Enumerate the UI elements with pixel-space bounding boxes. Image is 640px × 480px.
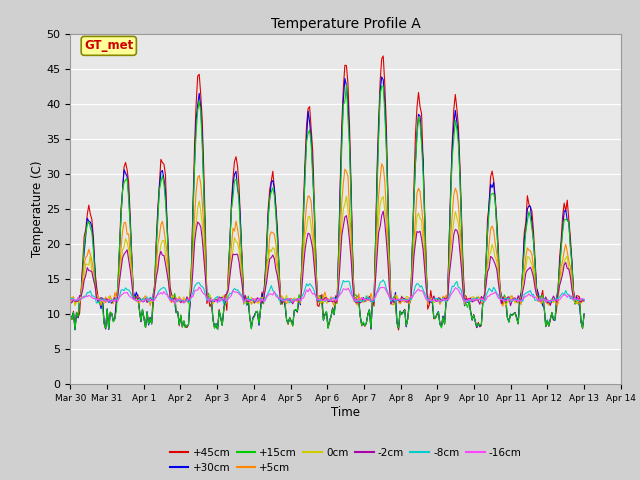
0cm: [220, 293, 228, 299]
+15cm: [221, 301, 229, 307]
-2cm: [494, 279, 502, 285]
-2cm: [355, 298, 362, 304]
+15cm: [496, 283, 504, 289]
+5cm: [494, 262, 502, 267]
-16cm: [496, 296, 504, 302]
+15cm: [490, 191, 497, 196]
+5cm: [580, 297, 588, 302]
+30cm: [490, 180, 497, 185]
-8cm: [490, 284, 497, 290]
+15cm: [342, 82, 350, 88]
-8cm: [380, 277, 387, 283]
+45cm: [395, 327, 403, 333]
+30cm: [378, 74, 385, 80]
-16cm: [67, 297, 74, 303]
+30cm: [580, 311, 588, 317]
Text: GT_met: GT_met: [84, 39, 133, 52]
+45cm: [380, 53, 387, 59]
-16cm: [73, 298, 81, 303]
+30cm: [182, 324, 189, 330]
-8cm: [221, 296, 229, 302]
-2cm: [73, 299, 81, 304]
0cm: [180, 294, 188, 300]
+30cm: [356, 313, 364, 319]
+15cm: [358, 323, 365, 328]
+5cm: [220, 294, 228, 300]
+30cm: [67, 312, 74, 318]
Line: 0cm: 0cm: [70, 196, 584, 305]
-8cm: [580, 297, 588, 303]
-2cm: [220, 300, 228, 305]
Line: -16cm: -16cm: [70, 287, 584, 304]
0cm: [488, 241, 496, 247]
+30cm: [221, 296, 229, 302]
+15cm: [74, 314, 82, 320]
+5cm: [499, 303, 507, 309]
-16cm: [490, 291, 497, 297]
0cm: [545, 302, 553, 308]
-16cm: [171, 301, 179, 307]
+5cm: [378, 161, 385, 167]
-2cm: [380, 208, 387, 214]
+5cm: [73, 297, 81, 302]
-16cm: [223, 299, 230, 305]
-8cm: [67, 297, 74, 303]
Line: -2cm: -2cm: [70, 211, 584, 306]
Title: Temperature Profile A: Temperature Profile A: [271, 17, 420, 31]
+15cm: [71, 327, 79, 333]
0cm: [342, 193, 350, 199]
+15cm: [182, 324, 189, 330]
-2cm: [67, 300, 74, 306]
0cm: [580, 297, 588, 302]
+15cm: [67, 312, 74, 318]
+45cm: [490, 177, 497, 183]
0cm: [67, 295, 74, 301]
+45cm: [67, 312, 74, 318]
Y-axis label: Temperature (C): Temperature (C): [31, 160, 44, 257]
0cm: [73, 300, 81, 305]
+30cm: [71, 327, 79, 333]
-16cm: [182, 298, 189, 304]
+45cm: [180, 318, 188, 324]
0cm: [356, 297, 364, 302]
+5cm: [180, 296, 188, 302]
-2cm: [488, 255, 496, 261]
Line: +15cm: +15cm: [70, 85, 584, 330]
+30cm: [496, 284, 504, 289]
-8cm: [496, 295, 504, 301]
+5cm: [67, 302, 74, 308]
-2cm: [580, 298, 588, 304]
+45cm: [73, 309, 81, 315]
-8cm: [356, 298, 364, 303]
+45cm: [355, 296, 362, 301]
-2cm: [180, 299, 188, 305]
-2cm: [507, 303, 515, 309]
X-axis label: Time: Time: [331, 406, 360, 419]
-16cm: [358, 295, 365, 301]
Line: +30cm: +30cm: [70, 77, 584, 330]
-8cm: [180, 298, 188, 303]
-8cm: [73, 297, 81, 303]
+45cm: [496, 281, 504, 287]
+15cm: [580, 312, 588, 317]
Legend: +45cm, +30cm, +15cm, +5cm, 0cm, -2cm, -8cm, -16cm: +45cm, +30cm, +15cm, +5cm, 0cm, -2cm, -8…: [165, 444, 526, 477]
+5cm: [488, 223, 496, 229]
-16cm: [195, 284, 203, 290]
Line: +5cm: +5cm: [70, 164, 584, 306]
-8cm: [220, 301, 228, 307]
+5cm: [355, 291, 362, 297]
0cm: [494, 274, 502, 279]
Line: +45cm: +45cm: [70, 56, 584, 330]
+45cm: [220, 308, 228, 314]
+45cm: [580, 312, 588, 317]
Line: -8cm: -8cm: [70, 280, 584, 304]
+30cm: [74, 314, 82, 320]
-16cm: [580, 296, 588, 302]
